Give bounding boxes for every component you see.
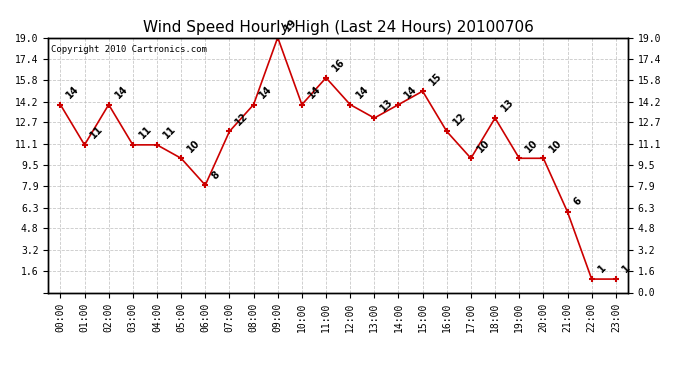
- Text: 1: 1: [620, 263, 632, 275]
- Text: 12: 12: [234, 111, 250, 127]
- Text: 14: 14: [65, 84, 81, 100]
- Text: 14: 14: [258, 84, 275, 100]
- Text: 12: 12: [451, 111, 468, 127]
- Text: 14: 14: [355, 84, 371, 100]
- Text: 1: 1: [596, 263, 608, 275]
- Text: 11: 11: [161, 124, 178, 141]
- Text: 14: 14: [306, 84, 323, 100]
- Text: 10: 10: [548, 138, 564, 154]
- Text: 15: 15: [427, 70, 444, 87]
- Text: 10: 10: [475, 138, 492, 154]
- Text: 6: 6: [572, 196, 584, 208]
- Text: 13: 13: [379, 97, 395, 114]
- Title: Wind Speed Hourly High (Last 24 Hours) 20100706: Wind Speed Hourly High (Last 24 Hours) 2…: [143, 20, 533, 35]
- Text: 11: 11: [137, 124, 154, 141]
- Text: 10: 10: [186, 138, 202, 154]
- Text: 13: 13: [500, 97, 516, 114]
- Text: 14: 14: [403, 84, 420, 100]
- Text: 14: 14: [113, 84, 130, 100]
- Text: 10: 10: [524, 138, 540, 154]
- Text: 19: 19: [282, 17, 299, 33]
- Text: Copyright 2010 Cartronics.com: Copyright 2010 Cartronics.com: [51, 45, 207, 54]
- Text: 16: 16: [331, 57, 347, 74]
- Text: 11: 11: [89, 124, 106, 141]
- Text: 8: 8: [210, 169, 221, 181]
